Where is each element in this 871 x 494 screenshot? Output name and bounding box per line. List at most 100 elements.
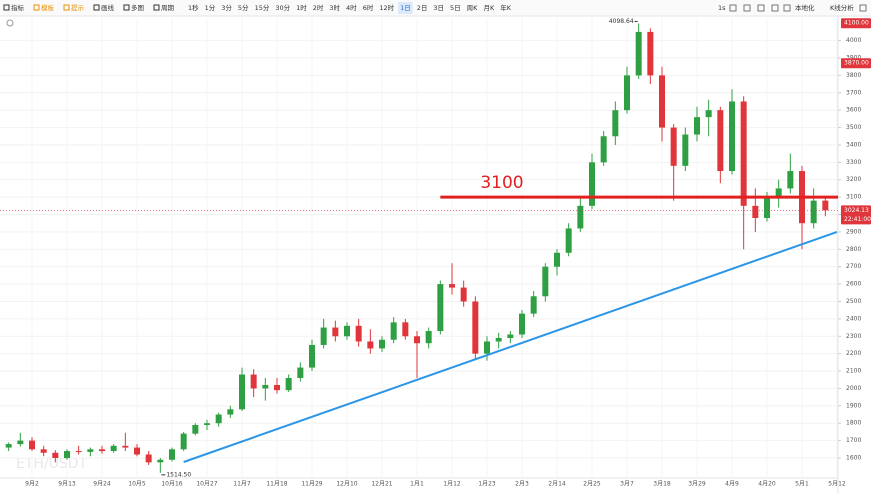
toolbar-right[interactable]: 本地化 — [795, 3, 815, 12]
toolbar-icon[interactable] — [729, 4, 737, 12]
candle-body — [320, 327, 327, 345]
x-tick-label: 4月9 — [725, 481, 739, 488]
settings-icon[interactable] — [6, 19, 14, 27]
interval-button[interactable]: 月K — [483, 4, 495, 12]
toolbar-icon[interactable] — [33, 4, 40, 11]
interval-button[interactable]: 12时 — [379, 3, 394, 12]
x-tick-label: 12月10 — [336, 481, 357, 488]
candle-body — [542, 266, 549, 297]
x-tick-label: 3月29 — [688, 481, 706, 488]
toolbar-icon[interactable] — [63, 4, 70, 11]
toolbar-button[interactable]: 指标 — [11, 3, 25, 12]
toolbar-icon[interactable] — [859, 4, 867, 12]
candle-body — [787, 171, 794, 189]
candle-body — [495, 338, 502, 342]
interval-button[interactable]: 30分 — [275, 3, 290, 12]
candle-body — [484, 341, 490, 354]
candle-body — [775, 188, 782, 198]
interval-button[interactable]: 周K — [467, 4, 479, 12]
candle-body — [437, 284, 444, 332]
price-label-box — [841, 58, 871, 69]
x-tick-label: 3月7 — [620, 481, 634, 488]
toolbar-button[interactable]: 模板 — [41, 3, 55, 12]
interval-button[interactable]: 3时 — [329, 3, 340, 12]
x-tick-label: 1月23 — [478, 481, 496, 488]
candle-body — [29, 440, 35, 450]
interval-active — [398, 2, 413, 14]
candle-body — [729, 101, 735, 172]
toolbar-icon[interactable] — [743, 4, 751, 12]
toolbar-icon[interactable] — [783, 4, 791, 12]
current-price-label: 3024.13 — [844, 207, 869, 214]
candle-body — [262, 384, 269, 389]
toolbar-icon[interactable] — [93, 4, 100, 11]
toolbar-bg — [0, 0, 871, 16]
candle-body — [379, 339, 385, 349]
interval-button[interactable]: 4时 — [346, 3, 357, 12]
candle-body — [99, 449, 105, 452]
toolbar-icon[interactable] — [3, 4, 10, 11]
interval-button[interactable]: 5分 — [238, 3, 249, 12]
toolbar-icon[interactable] — [123, 4, 130, 11]
y-tick-label: 3200 — [846, 176, 861, 183]
y-tick-label: 3600 — [846, 107, 861, 114]
candle-body — [52, 452, 59, 458]
x-tick-label: 4月20 — [758, 481, 776, 488]
candle-body — [192, 424, 199, 434]
toolbar-right[interactable]: 1s — [718, 4, 726, 12]
interval-button[interactable]: 1秒 — [188, 3, 199, 12]
price-label: 4100.00 — [844, 20, 869, 27]
toolbar-icon[interactable] — [771, 4, 779, 12]
y-tick-label: 2300 — [846, 333, 861, 340]
low-label: 1514.50 — [166, 471, 191, 478]
x-tick-label: 11月29 — [301, 481, 322, 488]
toolbar-button[interactable]: 提示 — [71, 3, 85, 12]
candle-body — [204, 423, 210, 425]
candle-body — [822, 200, 829, 211]
current-price-time: 22:41:00 — [844, 216, 871, 223]
candle-body — [285, 378, 292, 391]
toolbar-right[interactable]: K线分析 — [830, 3, 854, 12]
x-tick-label: 2月25 — [583, 481, 601, 488]
toolbar-button[interactable]: 画线 — [101, 3, 115, 12]
trendline — [183, 230, 838, 463]
candle-body — [624, 75, 630, 111]
x-tick-label: 2月14 — [548, 481, 566, 488]
interval-button[interactable]: 15分 — [255, 3, 270, 12]
x-tick-label: 2月3 — [515, 481, 529, 488]
candle-body — [519, 313, 525, 335]
candle-body — [239, 374, 245, 410]
interval-button[interactable]: 2日 — [417, 4, 428, 12]
interval-button[interactable]: 1分 — [205, 3, 216, 12]
interval-button[interactable]: 1时 — [296, 3, 307, 12]
interval-button[interactable]: 1日 — [400, 4, 411, 12]
interval-button[interactable]: 年K — [500, 3, 512, 12]
interval-button[interactable]: 2时 — [313, 3, 324, 12]
toolbar-button[interactable]: 多图 — [131, 3, 144, 12]
candle-body — [390, 322, 397, 340]
y-tick-label: 3900 — [846, 55, 861, 62]
y-tick-label: 4000 — [846, 37, 861, 44]
x-tick-label: 9月13 — [58, 481, 76, 488]
toolbar-button[interactable]: 周期 — [161, 4, 175, 12]
interval-button[interactable]: 6时 — [363, 3, 374, 12]
candle-body — [810, 200, 817, 224]
interval-button[interactable]: 5日 — [450, 4, 461, 12]
y-tick-label: 2800 — [846, 246, 861, 253]
toolbar-icon[interactable] — [757, 4, 765, 12]
interval-button[interactable]: 3分 — [221, 3, 232, 12]
candle-body — [157, 459, 164, 463]
y-tick-label: 3700 — [846, 89, 861, 96]
interval-button[interactable]: 3日 — [433, 4, 444, 12]
toolbar-icon[interactable] — [153, 4, 160, 11]
y-tick-label: 2400 — [846, 315, 861, 322]
candle-body — [75, 451, 82, 453]
y-tick-label: 3300 — [846, 159, 861, 166]
candle-body — [472, 301, 479, 354]
candle-body — [670, 127, 677, 166]
candle-body — [659, 75, 665, 128]
price-label-box — [841, 18, 871, 29]
x-tick-label: 1月1 — [410, 481, 424, 488]
